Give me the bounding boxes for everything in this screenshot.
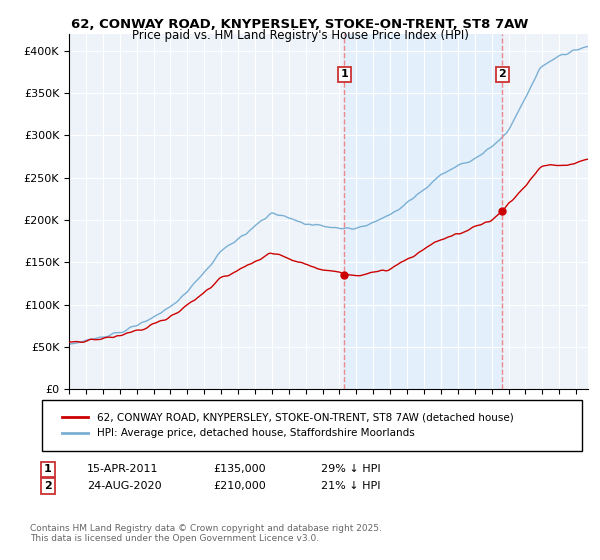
Text: 15-APR-2011: 15-APR-2011 <box>87 464 158 474</box>
Text: Contains HM Land Registry data © Crown copyright and database right 2025.
This d: Contains HM Land Registry data © Crown c… <box>30 524 382 543</box>
Legend: 62, CONWAY ROAD, KNYPERSLEY, STOKE-ON-TRENT, ST8 7AW (detached house), HPI: Aver: 62, CONWAY ROAD, KNYPERSLEY, STOKE-ON-TR… <box>58 409 517 442</box>
Text: 29% ↓ HPI: 29% ↓ HPI <box>321 464 380 474</box>
Text: £210,000: £210,000 <box>213 481 266 491</box>
Text: Price paid vs. HM Land Registry's House Price Index (HPI): Price paid vs. HM Land Registry's House … <box>131 29 469 42</box>
Text: 24-AUG-2020: 24-AUG-2020 <box>87 481 161 491</box>
Text: 1: 1 <box>341 69 348 80</box>
Text: £135,000: £135,000 <box>213 464 266 474</box>
Bar <box>344 34 502 389</box>
Text: 62, CONWAY ROAD, KNYPERSLEY, STOKE-ON-TRENT, ST8 7AW: 62, CONWAY ROAD, KNYPERSLEY, STOKE-ON-TR… <box>71 18 529 31</box>
Text: 2: 2 <box>499 69 506 80</box>
Text: 2: 2 <box>44 481 52 491</box>
FancyBboxPatch shape <box>42 400 582 451</box>
Text: 21% ↓ HPI: 21% ↓ HPI <box>321 481 380 491</box>
Text: 1: 1 <box>44 464 52 474</box>
